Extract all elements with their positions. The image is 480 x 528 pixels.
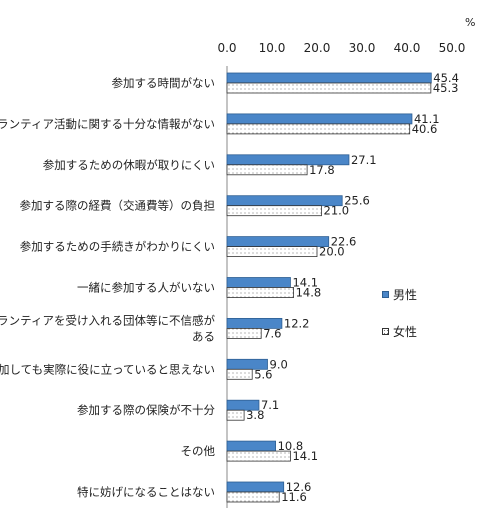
- bar-male: [226, 440, 276, 452]
- data-label-female: 14.8: [296, 286, 322, 300]
- bar-male: [226, 236, 330, 248]
- data-label-female: 45.3: [433, 81, 459, 95]
- bar-female: [226, 368, 253, 380]
- bars: 45.445.3 41.140.6 27.1 17.8 25.621.0 22.620.0…: [226, 71, 459, 504]
- bar-female: [226, 164, 308, 176]
- bar-male: [226, 72, 432, 84]
- x-tick-label: 20.0: [304, 41, 331, 55]
- data-label-female: 7.6: [263, 326, 281, 340]
- legend-item-male: 男性: [382, 286, 417, 303]
- data-label-male: 22.6: [331, 235, 357, 249]
- category-label: 参加する際の経費（交通費等）の負担: [20, 199, 216, 213]
- category-label: 一緒に参加する人がいない: [77, 281, 215, 295]
- data-label-male: 12.2: [284, 316, 310, 330]
- x-axis: 0.0 10.0 20.0 30.0 40.0 50.0: [217, 41, 465, 508]
- data-label-female: 40.6: [412, 122, 438, 136]
- data-label-female: 14.1: [292, 449, 318, 463]
- category-labels: 参加する時間がないボランティア活動に関する十分な情報がない参加するための休暇が取…: [0, 76, 215, 499]
- legend-label-male: 男性: [393, 288, 418, 302]
- category-label: ある: [192, 329, 215, 343]
- unit-label: %: [465, 16, 476, 29]
- category-label: その他: [181, 444, 216, 458]
- bar-male: [226, 481, 285, 493]
- x-tick-label: 50.0: [439, 41, 466, 55]
- legend-label-female: 女性: [393, 325, 418, 339]
- x-tick-label: 10.0: [259, 41, 286, 55]
- category-label: 特に妨げになることはない: [77, 485, 215, 499]
- bar-female: [226, 491, 280, 503]
- bar-female: [226, 246, 318, 258]
- data-label-female: 11.6: [281, 490, 307, 504]
- category-label: 参加する時間がない: [112, 76, 216, 90]
- data-label-male: 45.4: [433, 71, 459, 85]
- data-label-male: 12.6: [286, 480, 312, 494]
- category-label: 参加する際の保険が不十分: [77, 403, 215, 417]
- x-tick-label: 30.0: [349, 41, 376, 55]
- data-label-male: 9.0: [270, 357, 288, 371]
- bar-female: [226, 82, 432, 94]
- bar-female: [226, 287, 294, 298]
- category-label: ボランティア活動に関する十分な情報がない: [0, 117, 215, 131]
- bar-male: [226, 113, 413, 125]
- bar-female: [226, 327, 262, 339]
- category-label: ボランティアを受け入れる団体等に不信感が: [0, 313, 215, 327]
- x-tick-label: 0.0: [217, 41, 236, 55]
- data-label-male: 14.1: [292, 276, 318, 290]
- data-label-female: 5.6: [254, 367, 272, 381]
- bar-female: [226, 450, 291, 462]
- bar-female: [226, 205, 322, 217]
- bar-male: [226, 277, 291, 288]
- category-label: 参加しても実際に役に立っていると思えない: [0, 362, 215, 376]
- category-label: 参加するための手続きがわかりにくい: [20, 240, 215, 254]
- data-label-male: 10.8: [278, 439, 304, 453]
- legend-item-female: 女性: [382, 323, 417, 340]
- data-label-male: 7.1: [261, 398, 279, 412]
- bar-female: [226, 409, 245, 421]
- data-label-male: 41.1: [414, 112, 440, 126]
- category-label: 参加するための休暇が取りにくい: [43, 158, 215, 172]
- bar-female: [226, 123, 411, 135]
- data-label-female: 20.0: [319, 245, 345, 259]
- data-label-male: 27.1: [351, 153, 377, 167]
- legend-swatch-male: [382, 291, 389, 298]
- x-tick-label: 40.0: [394, 41, 421, 55]
- data-label-female: 3.8: [246, 408, 264, 422]
- data-label-male: 25.6: [344, 194, 370, 208]
- data-label-female: 17.8: [309, 163, 335, 177]
- legend-swatch-female: [382, 328, 389, 335]
- data-label-female: 21.0: [324, 204, 350, 218]
